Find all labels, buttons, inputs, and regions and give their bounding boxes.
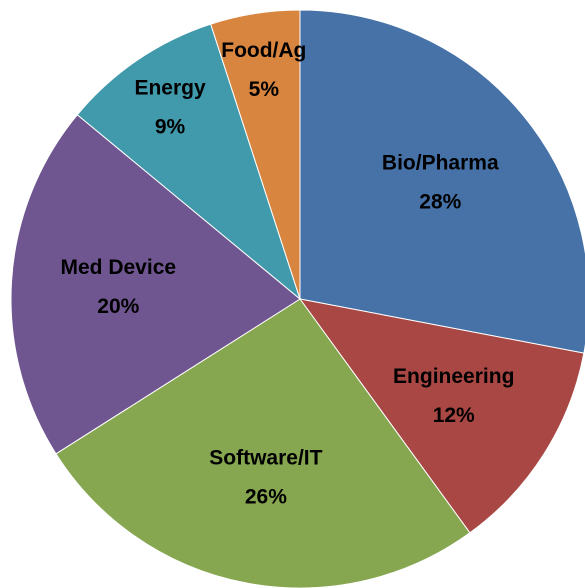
slice-value: 20% [97, 295, 139, 318]
slice-label: Med Device [61, 256, 177, 279]
slice-value: 9% [155, 115, 186, 138]
pie-slice [299, 9, 585, 354]
slice-label: Software/IT [209, 446, 322, 469]
slice-value: 26% [245, 485, 287, 508]
pie-slice [55, 298, 471, 588]
pie-slice [210, 9, 301, 300]
slice-label: Energy [134, 76, 206, 99]
slice-value: 12% [433, 404, 475, 427]
pie-slice [76, 23, 302, 301]
slice-label: Bio/Pharma [382, 151, 499, 174]
pie-slice [10, 114, 301, 455]
slice-label: Food/Ag [221, 39, 306, 62]
slice-label: Engineering [393, 365, 514, 388]
slice-value: 5% [249, 78, 280, 101]
pie-slice [298, 298, 585, 534]
slice-value: 28% [419, 190, 461, 213]
